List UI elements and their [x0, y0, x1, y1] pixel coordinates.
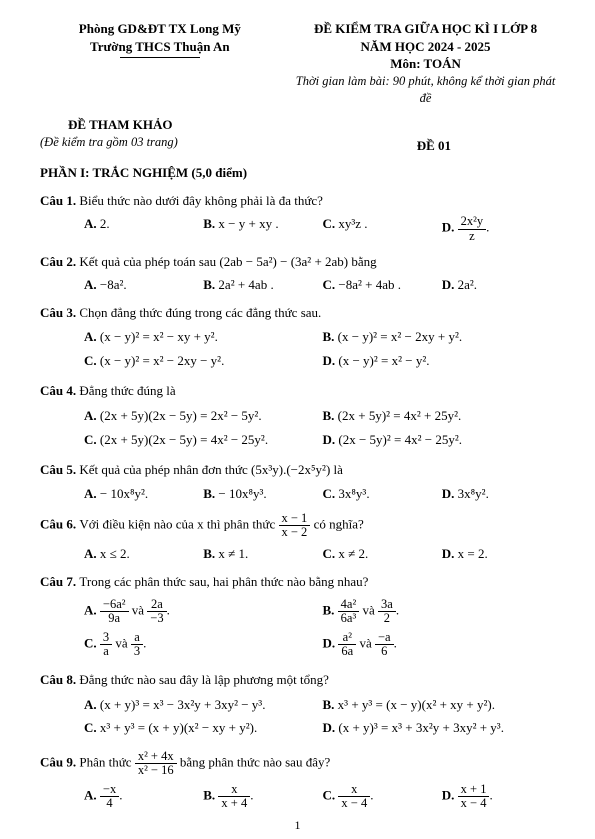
q2-opt-a: −8a².	[100, 277, 127, 292]
q1-opt-c: xy³z .	[338, 216, 367, 231]
question-7: Câu 7. Trong các phân thức sau, hai phân…	[40, 573, 561, 661]
dept: Phòng GD&ĐT TX Long Mỹ	[40, 20, 280, 38]
q4-opt-a: (2x + 5y)(2x − 5y) = 2x² − 5y².	[100, 408, 262, 423]
q9-stem1: Phân thức	[79, 754, 134, 769]
q6-opt-c: x ≠ 2.	[338, 546, 368, 561]
q5-stem: Kết quả của phép nhân đơn thức (5x³y).(−…	[79, 462, 343, 477]
q4-opt-d: (2x − 5y)² = 4x² − 25y².	[338, 432, 462, 447]
org-block: Phòng GD&ĐT TX Long Mỹ Trường THCS Thuận…	[40, 20, 280, 106]
q2-opt-b: 2a² + 4ab .	[218, 277, 273, 292]
q6-opt-d: x = 2.	[458, 546, 488, 561]
title-block: ĐỀ KIỂM TRA GIỮA HỌC KÌ I LỚP 8 NĂM HỌC …	[290, 20, 561, 106]
year: NĂM HỌC 2024 - 2025	[290, 38, 561, 56]
q5-opt-a: − 10x⁸y².	[100, 486, 148, 501]
section-1-title: PHẦN I: TRẮC NGHIỆM (5,0 điểm)	[40, 164, 561, 182]
q3-opt-a: (x − y)² = x² − xy + y².	[100, 329, 218, 344]
q5-opt-c: 3x⁸y³.	[338, 486, 369, 501]
school: Trường THCS Thuận An	[40, 38, 280, 56]
question-3: Câu 3. Chọn đẳng thức đúng trong các đẳn…	[40, 304, 561, 373]
q8-opt-c: x³ + y³ = (x + y)(x² − xy + y²).	[100, 720, 257, 735]
q6-stem1: Với điều kiện nào của x thì phân thức	[79, 517, 278, 532]
question-5: Câu 5. Kết quả của phép nhân đơn thức (5…	[40, 461, 561, 502]
duration: Thời gian làm bài: 90 phút, không kể thờ…	[290, 73, 561, 107]
q2-stem: Kết quả của phép toán sau (2ab − 5a²) − …	[79, 254, 376, 269]
q2-opt-c: −8a² + 4ab .	[338, 277, 401, 292]
divider	[120, 57, 200, 58]
q8-opt-a: (x + y)³ = x³ − 3x²y + 3xy² − y³.	[100, 697, 266, 712]
ref-title: ĐỀ THAM KHẢO	[40, 116, 561, 134]
question-9: Câu 9. Phân thức x² + 4xx² − 16 bằng phâ…	[40, 750, 561, 811]
q6-opt-a: x ≤ 2.	[100, 546, 130, 561]
subject: Môn: TOÁN	[290, 55, 561, 73]
q7-stem: Trong các phân thức sau, hai phân thức n…	[79, 574, 368, 589]
page-number: 1	[0, 817, 595, 833]
q1-opt-a: 2.	[100, 216, 110, 231]
q8-stem: Đẳng thức nào sau đây là lập phương một …	[79, 672, 329, 687]
q3-stem: Chọn đẳng thức đúng trong các đẳng thức …	[79, 305, 321, 320]
q6-stem2: có nghĩa?	[314, 517, 364, 532]
q5-opt-d: 3x⁸y².	[458, 486, 489, 501]
q3-opt-c: (x − y)² = x² − 2xy − y².	[100, 353, 224, 368]
q8-opt-d: (x + y)³ = x³ + 3x²y + 3xy² + y³.	[338, 720, 504, 735]
q3-opt-d: (x − y)² = x² − y².	[338, 353, 429, 368]
exam-title: ĐỀ KIỂM TRA GIỮA HỌC KÌ I LỚP 8	[290, 20, 561, 38]
question-4: Câu 4. Đẳng thức đúng là A. (2x + 5y)(2x…	[40, 382, 561, 451]
q4-stem: Đẳng thức đúng là	[79, 383, 175, 398]
q1-opt-b: x − y + xy .	[218, 216, 278, 231]
q1-stem: Biểu thức nào dưới đây không phải là đa …	[79, 193, 323, 208]
q4-opt-c: (2x + 5y)(2x − 5y) = 4x² − 25y².	[100, 432, 268, 447]
q9-stem2: bằng phân thức nào sau đây?	[180, 754, 330, 769]
q8-opt-b: x³ + y³ = (x − y)(x² + xy + y²).	[338, 697, 495, 712]
q6-opt-b: x ≠ 1.	[218, 546, 248, 561]
q5-opt-b: − 10x⁸y³.	[218, 486, 266, 501]
q3-opt-b: (x − y)² = x² − 2xy + y².	[338, 329, 462, 344]
question-1: Câu 1. Biểu thức nào dưới đây không phải…	[40, 192, 561, 243]
question-2: Câu 2. Kết quả của phép toán sau (2ab − …	[40, 253, 561, 294]
question-8: Câu 8. Đẳng thức nào sau đây là lập phươ…	[40, 671, 561, 740]
q4-opt-b: (2x + 5y)² = 4x² + 25y².	[338, 408, 462, 423]
question-6: Câu 6. Với điều kiện nào của x thì phân …	[40, 512, 561, 563]
q2-opt-d: 2a².	[458, 277, 477, 292]
exam-header: Phòng GD&ĐT TX Long Mỹ Trường THCS Thuận…	[40, 20, 561, 106]
